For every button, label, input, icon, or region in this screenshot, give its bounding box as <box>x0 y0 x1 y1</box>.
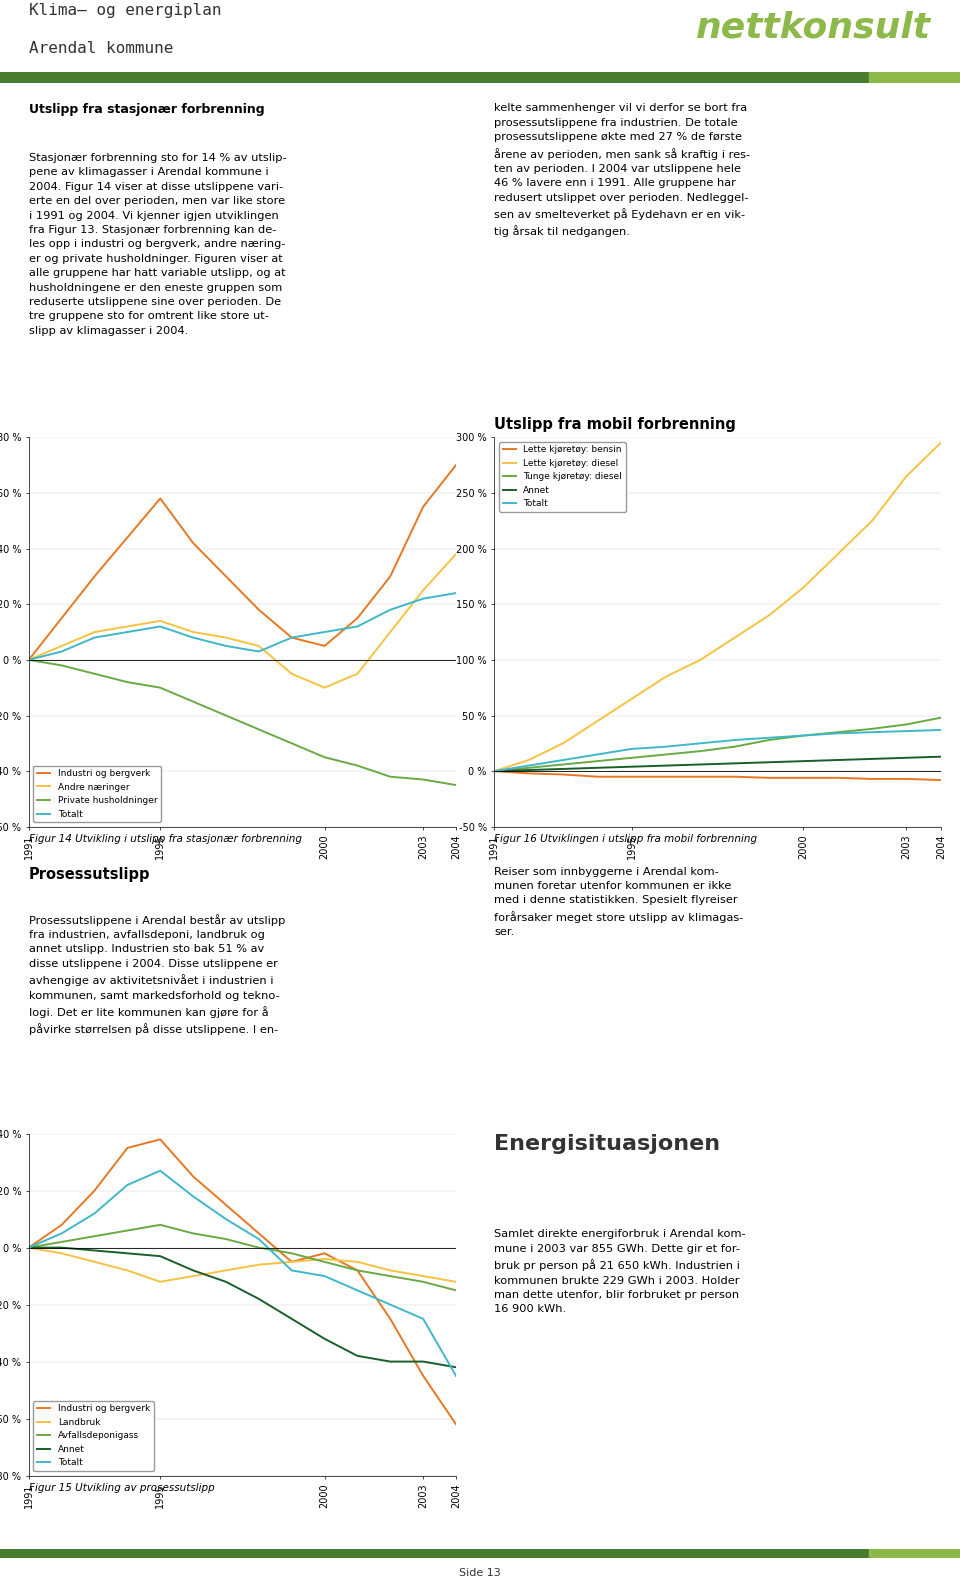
Text: kelte sammenhenger vil vi derfor se bort fra
prosessutslippene fra industrien. D: kelte sammenhenger vil vi derfor se bort… <box>494 103 751 237</box>
Text: Prosessutslippene i Arendal består av utslipp
fra industrien, avfallsdeponi, lan: Prosessutslippene i Arendal består av ut… <box>29 914 285 1035</box>
Text: Figur 14 Utvikling i utslipp fra stasjonær forbrenning: Figur 14 Utvikling i utslipp fra stasjon… <box>29 833 301 844</box>
Text: Figur 15 Utvikling av prosessutslipp: Figur 15 Utvikling av prosessutslipp <box>29 1482 214 1493</box>
Legend: Industri og bergverk, Andre næringer, Private husholdninger, Totalt: Industri og bergverk, Andre næringer, Pr… <box>34 765 161 822</box>
Text: Figur 16 Utviklingen i utslipp fra mobil forbrenning: Figur 16 Utviklingen i utslipp fra mobil… <box>494 833 757 844</box>
Text: Energisituasjonen: Energisituasjonen <box>494 1134 721 1154</box>
Text: Samlet direkte energiforbruk i Arendal kom-
mune i 2003 var 855 GWh. Dette gir e: Samlet direkte energiforbruk i Arendal k… <box>494 1229 746 1315</box>
Text: Reiser som innbyggerne i Arendal kom-
munen foretar utenfor kommunen er ikke
med: Reiser som innbyggerne i Arendal kom- mu… <box>494 867 744 937</box>
Bar <box>869 72 960 83</box>
Text: Arendal kommune: Arendal kommune <box>29 41 173 56</box>
Bar <box>869 1549 960 1558</box>
Legend: Lette kjøretøy: bensin, Lette kjøretøy: diesel, Tunge kjøretøy: diesel, Annet, T: Lette kjøretøy: bensin, Lette kjøretøy: … <box>499 442 626 512</box>
Text: Mobil forbrenning omfatter alle utslipp fra
transportsektoren. Utslippene økte j: Mobil forbrenning omfatter alle utslipp … <box>494 469 763 639</box>
Text: Prosessutslipp: Prosessutslipp <box>29 867 151 881</box>
Legend: Industri og bergverk, Landbruk, Avfallsdeponigass, Annet, Totalt: Industri og bergverk, Landbruk, Avfallsd… <box>34 1401 154 1471</box>
Text: Utslipp fra stasjonær forbrenning: Utslipp fra stasjonær forbrenning <box>29 103 264 116</box>
Text: Side 13: Side 13 <box>459 1568 501 1577</box>
Text: Utslipp fra mobil forbrenning: Utslipp fra mobil forbrenning <box>494 417 736 431</box>
Text: Stasjonær forbrenning sto for 14 % av utslip-
pene av klimagasser i Arendal komm: Stasjonær forbrenning sto for 14 % av ut… <box>29 153 286 335</box>
Text: Klima– og energiplan: Klima– og energiplan <box>29 3 222 19</box>
Text: nettkonsult: nettkonsult <box>696 11 931 45</box>
